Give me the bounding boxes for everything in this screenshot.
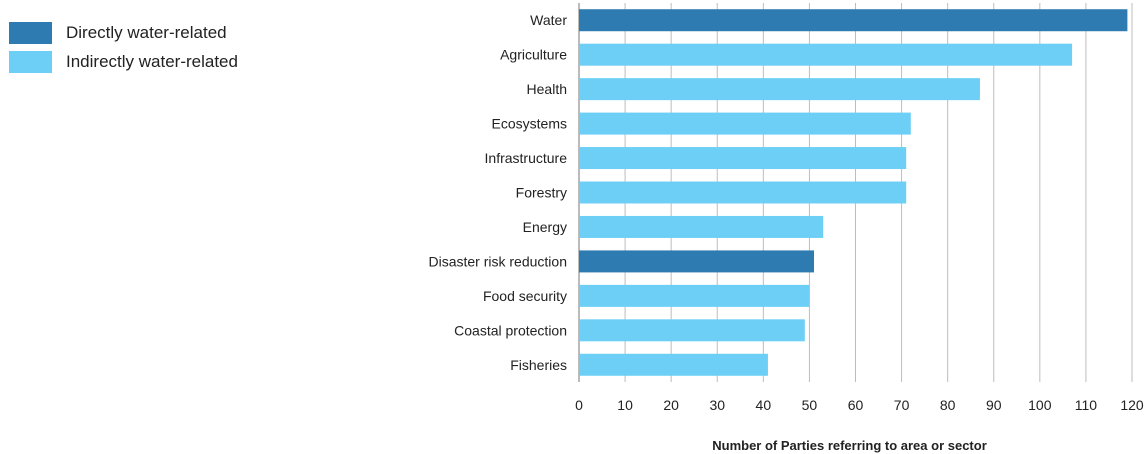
x-tick-label: 10 [617,397,633,413]
bar [579,9,1128,32]
category-label: Agriculture [500,47,567,63]
bars [579,9,1128,376]
bar [579,284,810,307]
chart-legend: Directly water-related Indirectly water-… [9,20,238,78]
category-label: Food security [483,288,567,304]
category-label: Coastal protection [454,322,567,338]
bar [579,147,907,170]
x-tick-label: 110 [1075,397,1098,413]
bar [579,319,805,342]
legend-item-direct: Directly water-related [9,20,238,46]
bar [579,353,768,376]
category-label: Ecosystems [492,116,567,132]
category-label: Infrastructure [485,150,568,166]
x-tick-label: 80 [940,397,956,413]
bar [579,181,907,204]
x-tick-label: 20 [663,397,679,413]
bar [579,215,824,238]
bar [579,43,1073,66]
bar [579,250,815,273]
category-label: Health [527,81,567,97]
x-tick-label: 70 [894,397,910,413]
category-label: Disaster risk reduction [429,253,568,269]
category-labels: Water Agriculture Health Ecosystems Infrastr… [429,12,568,373]
x-tick-label: 0 [575,397,583,413]
legend-swatch-indirect [9,51,52,73]
legend-swatch-direct [9,22,52,44]
x-tick-label: 40 [756,397,772,413]
bar [579,78,980,101]
bar [579,112,911,135]
category-label: Forestry [516,185,567,201]
x-axis-title: Number of Parties referring to area or s… [712,438,987,453]
category-label: Energy [523,219,567,235]
category-label: Water [530,12,567,28]
category-label: Fisheries [510,357,567,373]
legend-item-indirect: Indirectly water-related [9,49,238,75]
legend-label-direct: Directly water-related [66,23,227,42]
x-tick-label: 100 [1028,397,1052,413]
x-tick-label: 30 [709,397,725,413]
x-tick-label: 90 [986,397,1002,413]
x-tick-label: 50 [802,397,818,413]
legend-label-indirect: Indirectly water-related [66,52,238,71]
x-tick-label: 60 [848,397,864,413]
x-tick-labels: 0 10 20 30 40 50 60 70 80 90 100 110 120 [575,397,1144,413]
x-tick-label: 120 [1120,397,1144,413]
